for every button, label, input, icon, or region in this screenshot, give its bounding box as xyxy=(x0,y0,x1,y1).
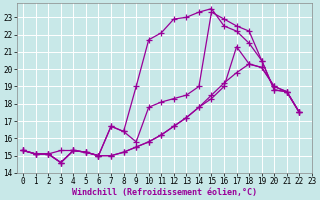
X-axis label: Windchill (Refroidissement éolien,°C): Windchill (Refroidissement éolien,°C) xyxy=(72,188,257,197)
